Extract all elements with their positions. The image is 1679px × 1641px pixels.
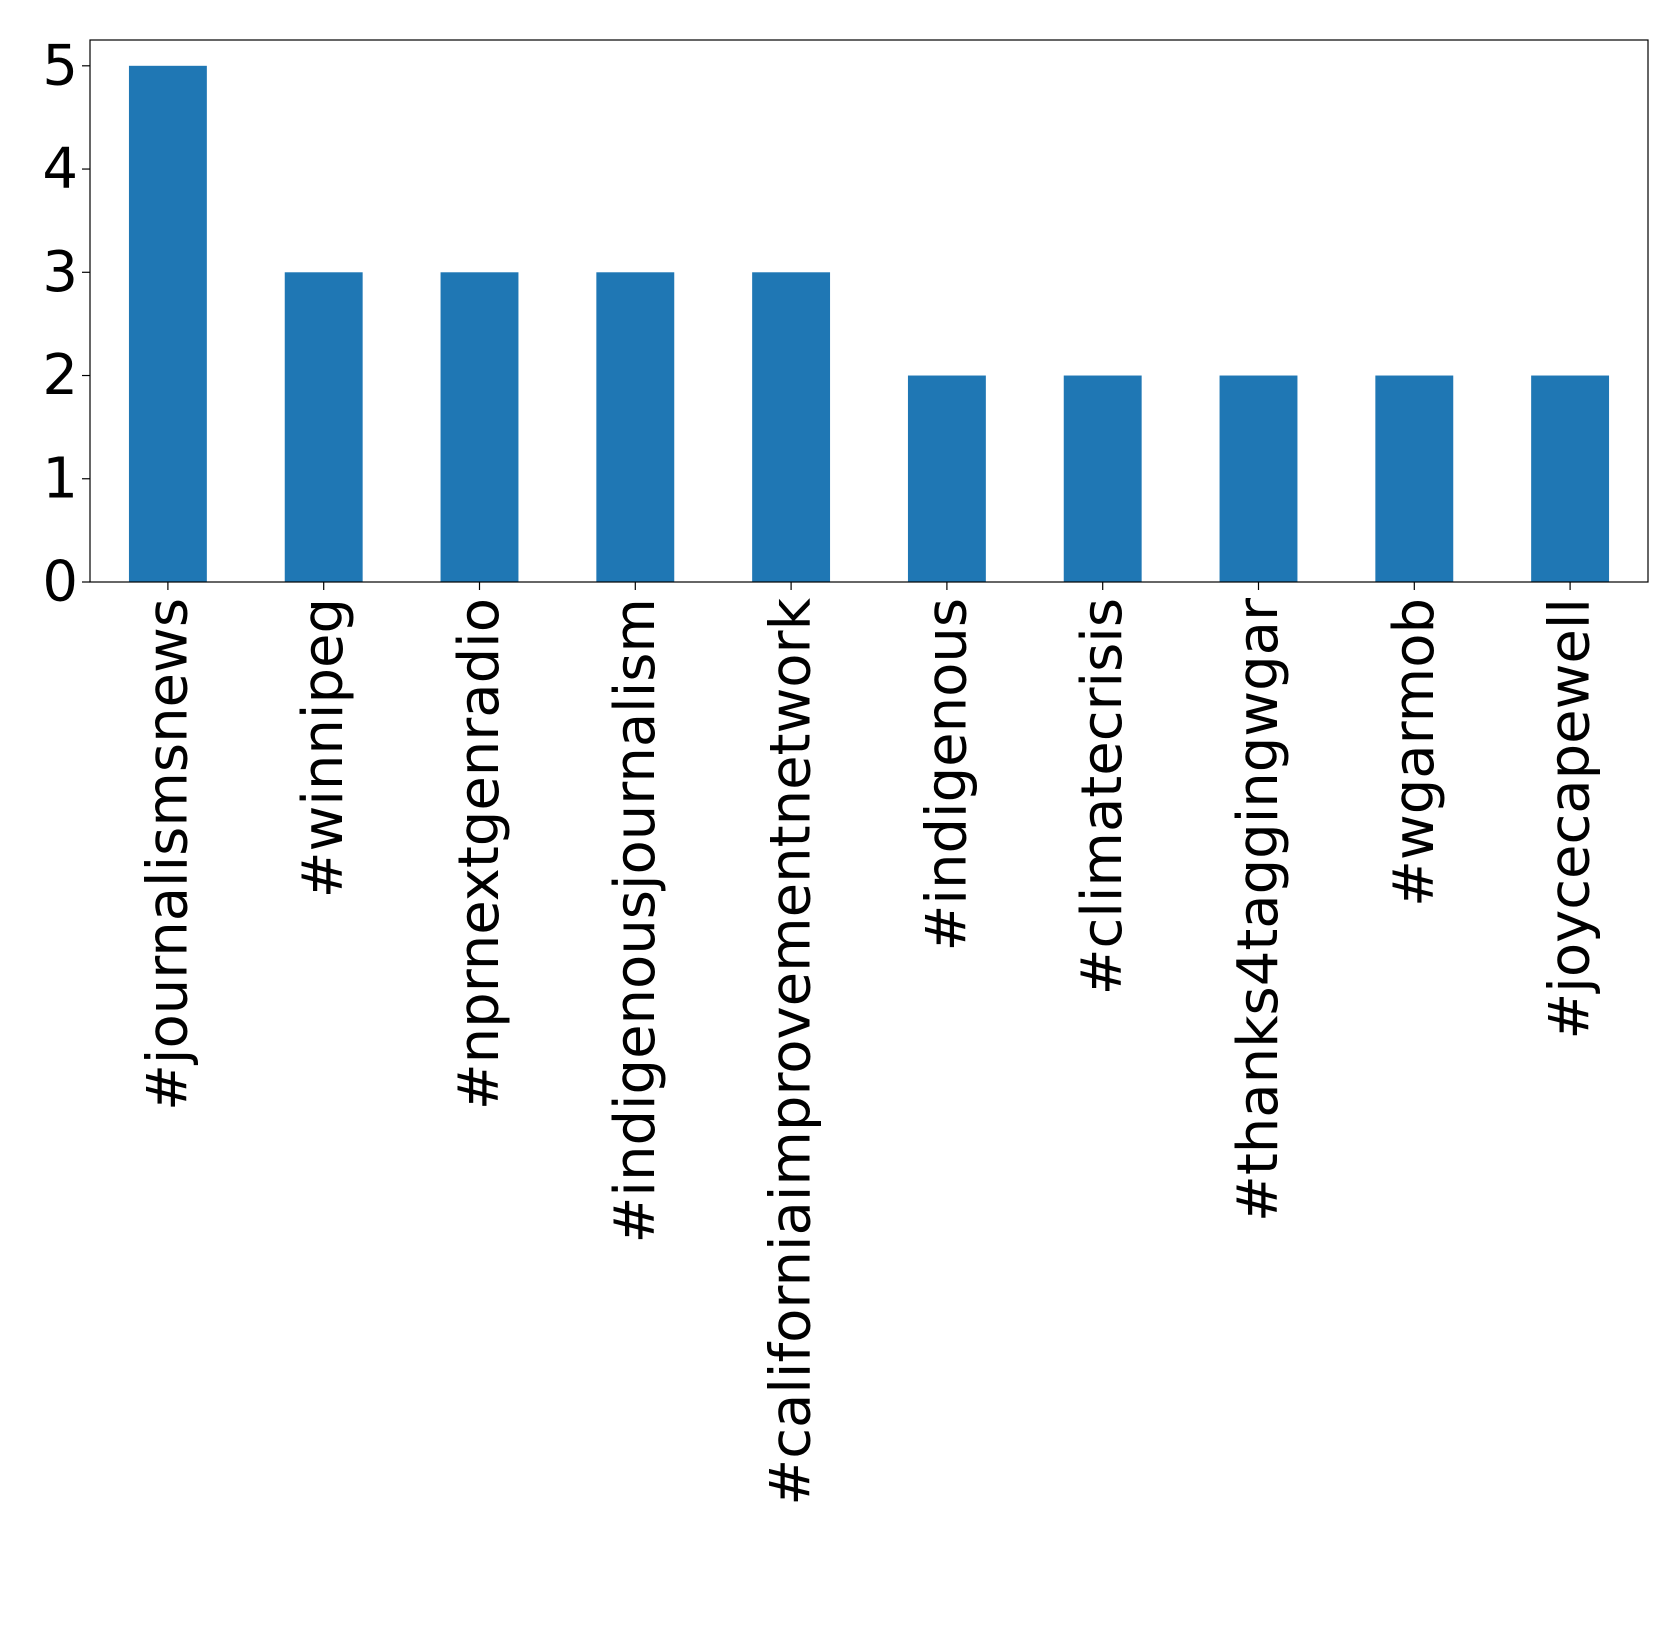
x-tick-label-8: #wgarmob — [1382, 598, 1447, 907]
y-tick-label-5: 5 — [42, 33, 78, 98]
bar-1 — [284, 272, 363, 582]
x-tick-label-5: #indigenous — [914, 598, 979, 952]
bar-2 — [440, 272, 519, 582]
x-tick-label-7: #thanks4taggingwgar — [1226, 597, 1291, 1222]
bar-7 — [1219, 375, 1298, 582]
bar-3 — [596, 272, 675, 582]
x-tick-label-3: #indigenousjournalism — [603, 598, 668, 1244]
bar-5 — [907, 375, 986, 582]
bars-group — [128, 65, 1610, 583]
x-tick-label-0: #journalismsnews — [135, 598, 200, 1111]
y-axis: 0 1 2 3 4 5 — [42, 33, 90, 615]
y-tick-label-3: 3 — [42, 240, 78, 305]
x-tick-label-4: #californiaimprovementnetwork — [759, 597, 824, 1505]
bar-4 — [752, 272, 831, 582]
x-tick-label-2: #nprnextgenradio — [447, 598, 512, 1110]
x-tick-label-9: #joycecapewell — [1538, 598, 1603, 1040]
y-tick-label-4: 4 — [42, 137, 78, 202]
bar-8 — [1375, 375, 1454, 582]
y-tick-label-2: 2 — [42, 343, 78, 408]
x-tick-label-6: #climatecrisis — [1070, 598, 1135, 995]
x-axis: #journalismsnews #winnipeg #nprnextgenradi… — [135, 582, 1603, 1506]
bar-9 — [1531, 375, 1610, 582]
bar-0 — [128, 65, 207, 583]
y-tick-label-1: 1 — [42, 446, 78, 511]
bar-6 — [1063, 375, 1142, 582]
plot-frame — [89, 39, 1649, 583]
y-tick-label-0: 0 — [42, 550, 78, 615]
x-tick-label-1: #winnipeg — [291, 598, 356, 898]
